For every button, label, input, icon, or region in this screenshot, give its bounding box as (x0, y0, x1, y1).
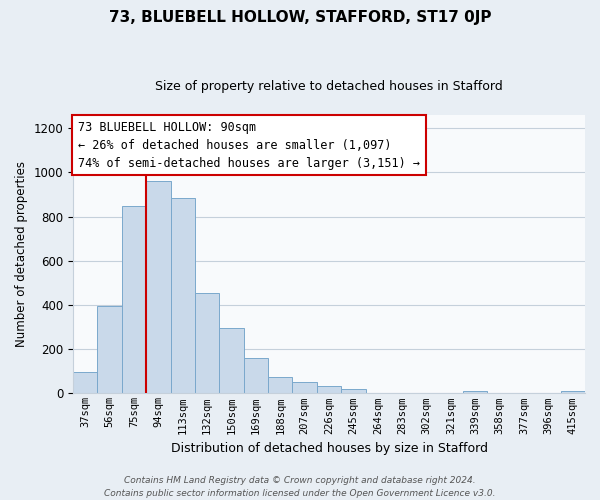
Bar (268, 378, 292, 394)
Bar (292, 382, 317, 394)
Bar (170, 198, 195, 394)
Bar (220, 328, 244, 394)
Bar (317, 386, 341, 394)
Title: Size of property relative to detached houses in Stafford: Size of property relative to detached ho… (155, 80, 503, 93)
Bar (244, 358, 268, 394)
Y-axis label: Number of detached properties: Number of detached properties (15, 161, 28, 347)
Bar (560, 391, 585, 394)
Bar (73, 372, 97, 394)
X-axis label: Distribution of detached houses by size in Stafford: Distribution of detached houses by size … (170, 442, 488, 455)
Bar (97, 306, 122, 394)
Text: 73 BLUEBELL HOLLOW: 90sqm
← 26% of detached houses are smaller (1,097)
74% of se: 73 BLUEBELL HOLLOW: 90sqm ← 26% of detac… (78, 120, 420, 170)
Bar (146, 180, 170, 394)
Bar (341, 390, 365, 394)
Bar (122, 206, 146, 394)
Text: Contains HM Land Registry data © Crown copyright and database right 2024.
Contai: Contains HM Land Registry data © Crown c… (104, 476, 496, 498)
Bar (463, 391, 487, 394)
Text: 73, BLUEBELL HOLLOW, STAFFORD, ST17 0JP: 73, BLUEBELL HOLLOW, STAFFORD, ST17 0JP (109, 10, 491, 25)
Bar (195, 293, 220, 394)
